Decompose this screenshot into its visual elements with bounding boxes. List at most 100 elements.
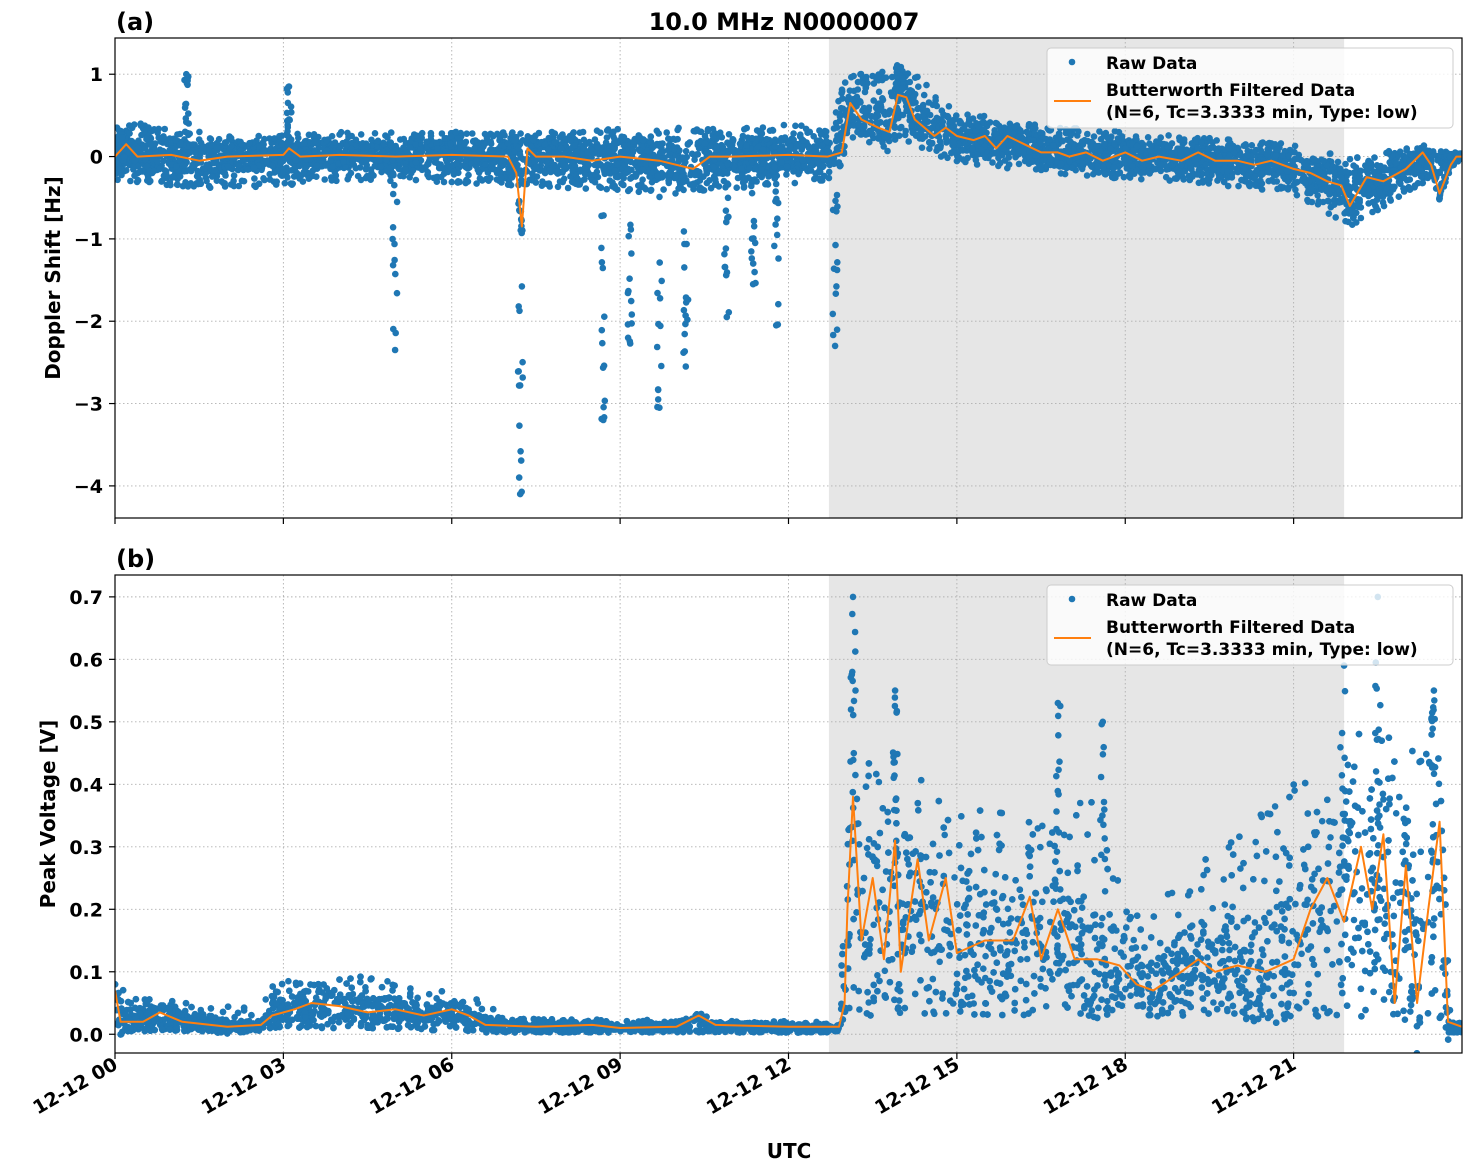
raw-data-point [856,98,864,105]
raw-data-point [1177,162,1185,169]
raw-data-point [271,135,278,142]
raw-data-point [581,176,588,183]
raw-data-point [1155,138,1163,145]
raw-data-point [1220,178,1228,186]
raw-data-point [597,184,605,191]
raw-data-point [146,149,153,156]
raw-data-point [379,148,387,156]
raw-data-point [1331,169,1338,176]
raw-data-point [519,155,527,163]
raw-data-point [612,173,620,181]
raw-data-point [1411,182,1419,189]
raw-data-point [1180,176,1187,183]
raw-data-point [1214,148,1221,156]
raw-data-point [1327,150,1334,157]
raw-data-point [581,171,589,178]
raw-data-point [894,106,902,114]
raw-data-point [378,168,385,176]
raw-data-point [1417,173,1425,180]
raw-data-point [815,175,823,182]
raw-data-point [452,129,459,136]
raw-data-point [1084,130,1091,138]
raw-data-point [891,131,898,139]
raw-data-point [911,74,919,81]
raw-data-point [766,127,774,134]
raw-data-point [498,179,505,186]
raw-data-point [606,169,613,177]
raw-data-point [647,160,654,167]
raw-data-point [254,143,262,150]
raw-data-point [473,180,480,187]
raw-data-point [879,96,887,104]
raw-data-point [204,162,212,170]
raw-data-point [866,138,873,146]
raw-data-point [620,181,627,189]
raw-data-point [1320,157,1328,165]
raw-data-point [134,177,142,184]
raw-data-point [1100,163,1107,171]
raw-data-point [406,144,414,151]
raw-data-point [115,176,121,184]
raw-data-point [607,142,615,150]
raw-data-point [1366,159,1374,166]
raw-data-point [541,141,549,148]
raw-data-point [545,134,553,142]
raw-data-point [1139,168,1146,176]
raw-data-point [945,114,952,121]
raw-data-point [444,168,452,176]
raw-data-point [463,130,471,137]
raw-data-point [161,125,168,133]
raw-data-point [377,163,385,170]
raw-data-point [1037,129,1044,136]
raw-data-point [1324,197,1332,205]
raw-data-point [1235,182,1242,190]
raw-data-point [838,89,845,97]
raw-data-point [1307,184,1315,192]
raw-data-point [199,144,207,151]
raw-data-point [830,125,838,132]
raw-data-point [701,132,709,140]
raw-data-point [896,124,904,132]
raw-data-point [908,122,915,129]
raw-data-point [735,148,742,155]
raw-data-point [790,168,797,175]
raw-data-point [311,138,319,145]
raw-data-point [1418,179,1426,187]
raw-data-point [874,72,882,80]
raw-data-point [956,120,964,127]
raw-data-point [1383,185,1391,192]
raw-data-point [1087,143,1094,150]
raw-data-point [980,126,988,133]
raw-data-point [1011,123,1019,131]
raw-data-point [517,130,524,137]
raw-data-point [224,163,232,170]
raw-data-point [1346,155,1354,163]
raw-data-point [690,182,698,189]
raw-data-point [1380,167,1388,174]
raw-data-point [135,137,142,144]
raw-data-point [173,181,181,188]
raw-data-point [932,97,939,104]
raw-data-point [570,129,577,136]
raw-data-point [823,137,830,145]
raw-data-point [197,180,205,188]
raw-data-point [922,107,929,115]
raw-data-point [127,139,135,146]
raw-data-point [736,140,744,148]
raw-data-point [605,148,612,156]
raw-data-point [509,129,516,136]
raw-data-point [194,167,202,175]
raw-data-point [348,132,356,140]
raw-data-point [778,159,785,166]
raw-data-point [928,140,936,147]
raw-data-point [1291,142,1299,150]
raw-data-point [498,156,506,164]
raw-data-point [649,143,657,151]
raw-data-point [1330,201,1338,208]
raw-data-point [476,175,484,182]
raw-data-point [557,154,565,162]
raw-data-point [1063,164,1070,172]
raw-data-point [614,161,621,168]
raw-data-point [936,138,944,145]
raw-data-point [915,83,922,90]
